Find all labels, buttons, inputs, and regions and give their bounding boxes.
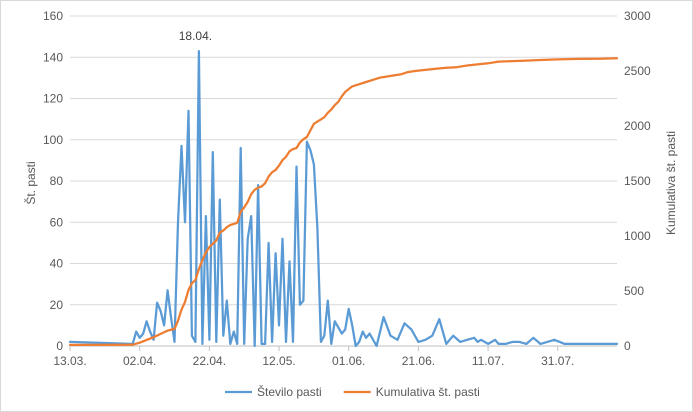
annotation-label: 18.04.	[179, 29, 212, 43]
left-tick-label: 80	[50, 174, 64, 188]
right-tick-label: 1500	[624, 174, 651, 188]
y2-axis-title: Kumulativa št. pasti	[664, 131, 678, 235]
legend-label-0: Število pasti	[257, 384, 322, 399]
x-tick-label: 11.07.	[472, 354, 504, 368]
left-tick-label: 20	[50, 298, 64, 312]
legend-label-1: Kumulativa št. pasti	[376, 385, 480, 399]
x-tick-label: 21.06.	[402, 354, 435, 368]
series-line-1	[68, 57, 619, 347]
x-tick-label: 12.05.	[262, 354, 295, 368]
x-tick-label: 31.07.	[541, 354, 574, 368]
left-axis-ticks: 0 20 40 60 80 100 120 140 160	[43, 9, 63, 353]
right-tick-label: 1000	[624, 229, 651, 243]
right-tick-label: 2500	[624, 64, 651, 78]
right-tick-label: 3000	[624, 9, 651, 23]
left-tick-label: 60	[50, 215, 64, 229]
left-tick-label: 0	[56, 339, 63, 353]
right-axis-ticks: 0 500 1000 1500 2000 2500 3000	[624, 9, 651, 353]
series-line-0	[68, 49, 619, 348]
series-lines	[68, 49, 619, 348]
left-tick-label: 120	[43, 92, 63, 106]
left-tick-label: 40	[50, 257, 64, 271]
y-axis-title: Št. pasti	[23, 161, 38, 204]
legend: Število pasti Kumulativa št. pasti	[225, 384, 480, 399]
x-tick-label: 13.03.	[53, 354, 86, 368]
gridlines	[70, 15, 617, 347]
x-tick-label: 01.06.	[332, 354, 365, 368]
annotations: 18.04.	[179, 29, 212, 43]
right-tick-label: 2000	[624, 119, 651, 133]
left-tick-label: 140	[43, 50, 63, 64]
right-tick-label: 500	[624, 284, 644, 298]
left-tick-label: 100	[43, 133, 63, 147]
x-tick-label: 22.04.	[193, 354, 226, 368]
x-axis-ticks: 13.03. 02.04. 22.04. 12.05. 01.06. 21.06. 11.0…	[53, 346, 574, 368]
left-tick-label: 160	[43, 9, 63, 23]
x-tick-label: 02.04.	[123, 354, 156, 368]
right-tick-label: 0	[624, 339, 631, 353]
